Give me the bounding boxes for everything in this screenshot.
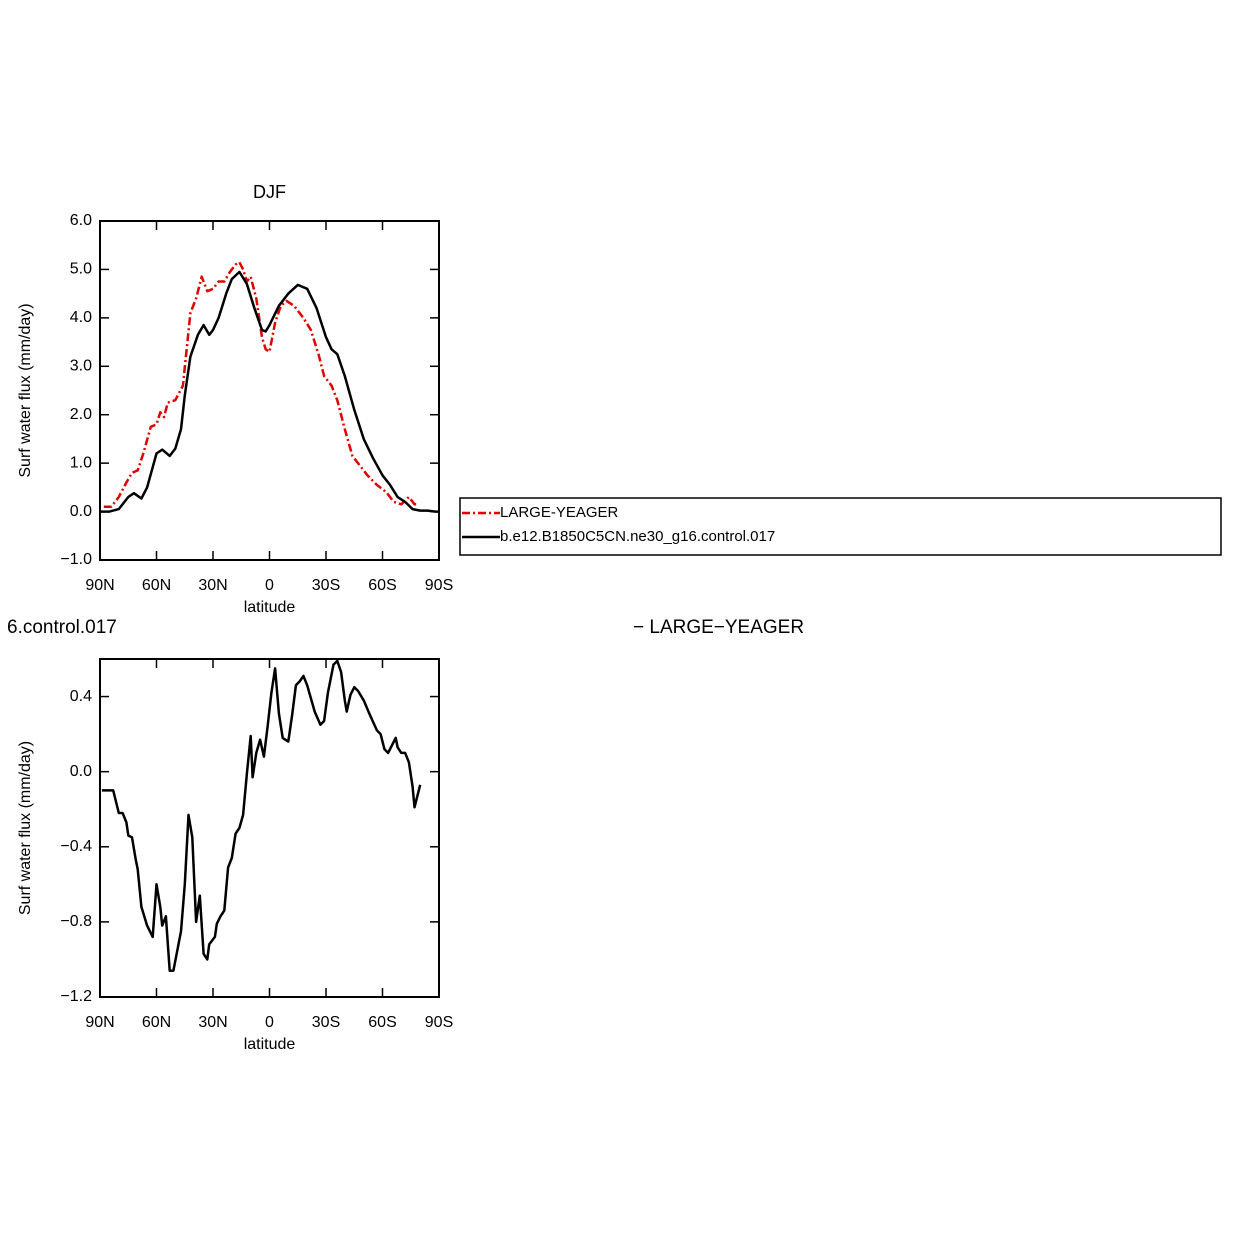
- legend-label: b.e12.B1850C5CN.ne30_g16.control.017: [500, 528, 775, 545]
- y-tick-label: 0.0: [70, 763, 92, 780]
- y-axis-label: Surf water flux (mm/day): [17, 303, 34, 477]
- legend-box: [459, 497, 1222, 556]
- x-axis-label: latitude: [244, 599, 296, 616]
- x-tick-label: 0: [265, 577, 274, 594]
- x-tick-label: 30N: [198, 577, 227, 594]
- chart-title: − LARGE−YEAGER: [633, 617, 804, 638]
- data-line: [100, 270, 439, 513]
- chart-title: 6.control.017: [7, 617, 117, 638]
- x-axis-label: latitude: [244, 1036, 296, 1053]
- plot-frame: [99, 220, 440, 561]
- x-tick-label: 0: [265, 1014, 274, 1031]
- x-tick-label: 30N: [198, 1014, 227, 1031]
- plot-frame: [99, 658, 440, 998]
- x-tick-label: 30S: [312, 577, 340, 594]
- x-tick-label: 60N: [142, 577, 171, 594]
- y-tick-label: −1.0: [60, 551, 92, 568]
- y-tick-label: 4.0: [70, 309, 92, 326]
- data-line: [101, 659, 422, 972]
- x-tick-label: 90N: [85, 577, 114, 594]
- y-tick-label: 1.0: [70, 454, 92, 471]
- y-tick-label: 5.0: [70, 261, 92, 278]
- y-tick-label: −0.8: [60, 913, 92, 930]
- x-tick-label: 90S: [425, 577, 453, 594]
- x-tick-label: 30S: [312, 1014, 340, 1031]
- x-tick-label: 90N: [85, 1014, 114, 1031]
- y-tick-label: 0.4: [70, 688, 92, 705]
- y-tick-label: 6.0: [70, 212, 92, 229]
- y-tick-label: 2.0: [70, 406, 92, 423]
- x-tick-label: 60S: [368, 1014, 396, 1031]
- legend-label: LARGE-YEAGER: [500, 504, 619, 521]
- x-tick-label: 60S: [368, 577, 396, 594]
- x-tick-label: 60N: [142, 1014, 171, 1031]
- y-tick-label: −1.2: [60, 988, 92, 1005]
- x-tick-label: 90S: [425, 1014, 453, 1031]
- y-tick-label: 0.0: [70, 503, 92, 520]
- data-line: [103, 260, 419, 508]
- y-tick-label: 3.0: [70, 358, 92, 375]
- y-axis-label: Surf water flux (mm/day): [17, 741, 34, 915]
- y-tick-label: −0.4: [60, 838, 92, 855]
- chart-title: DJF: [253, 182, 286, 202]
